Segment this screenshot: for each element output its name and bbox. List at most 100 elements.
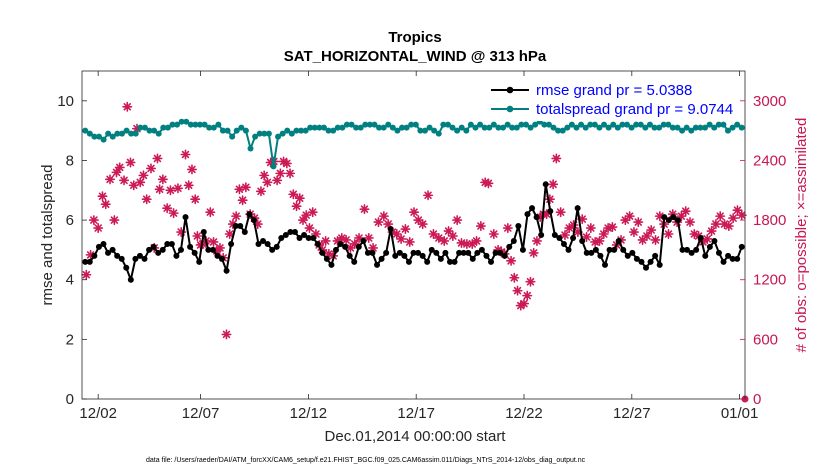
spread-point — [206, 124, 213, 131]
spread-point — [591, 121, 598, 128]
spread-point — [477, 121, 484, 128]
spread-point — [343, 121, 350, 128]
spread-point — [522, 121, 529, 128]
obs-marker — [262, 177, 273, 188]
spread-point — [339, 124, 346, 131]
spread-point — [261, 130, 268, 137]
spread-point — [247, 145, 254, 152]
spread-point — [734, 121, 741, 128]
obs-marker — [272, 175, 283, 186]
rmse-point — [191, 249, 198, 256]
y-tick-label: 0 — [66, 391, 74, 408]
spread-point — [279, 130, 286, 137]
obs-marker — [383, 219, 394, 230]
rmse-point — [592, 246, 599, 253]
obs-marker — [231, 211, 242, 222]
rmse-point — [187, 243, 194, 250]
rmse-point — [615, 237, 622, 244]
y-tick-label: 6 — [66, 212, 74, 229]
obs-marker — [259, 170, 270, 181]
obs-marker — [598, 229, 609, 240]
rmse-point — [601, 261, 608, 268]
rmse-point — [269, 246, 276, 253]
rmse-point — [223, 267, 230, 274]
rmse-point — [442, 249, 449, 256]
rmse-point — [296, 234, 303, 241]
rmse-point — [146, 246, 153, 253]
obs-marker — [488, 229, 499, 240]
spread-point — [463, 127, 470, 134]
obs-marker — [452, 215, 463, 226]
obs-marker — [301, 210, 312, 221]
obs-marker — [122, 101, 133, 112]
spread-point — [692, 124, 699, 131]
obs-marker — [307, 207, 318, 218]
spread-point — [458, 124, 465, 131]
obs-marker — [471, 235, 482, 246]
spread-point — [330, 127, 337, 134]
y-axis-label-right: # of obs: o=possible; ×=assimilated — [793, 118, 810, 353]
rmse-point — [123, 264, 130, 271]
obs-marker — [141, 194, 152, 205]
spread-point — [316, 124, 323, 131]
obs-marker — [439, 235, 450, 246]
rmse-point — [150, 243, 157, 250]
obs-marker — [417, 219, 428, 230]
rmse-point — [109, 246, 116, 253]
spread-point — [628, 124, 635, 131]
spread-point — [284, 127, 291, 134]
rmse-point — [684, 246, 691, 253]
rmse-point — [533, 214, 540, 221]
obs-marker — [594, 235, 605, 246]
obs-marker — [509, 272, 520, 283]
obs-marker — [710, 219, 721, 230]
spread-point — [293, 127, 300, 134]
obs-marker — [111, 167, 122, 178]
rmse-point — [342, 243, 349, 250]
rmse-point — [401, 252, 408, 259]
spread-point — [610, 121, 617, 128]
spread-point — [399, 124, 406, 131]
rmse-point — [228, 240, 235, 247]
obs-marker — [633, 217, 644, 228]
obs-marker — [559, 230, 570, 240]
spread-point — [298, 127, 305, 134]
obs-marker — [93, 223, 104, 234]
spread-point — [164, 124, 171, 131]
rmse-point — [364, 249, 371, 256]
obs-marker — [285, 168, 296, 179]
obs-marker — [373, 217, 384, 228]
y-right-tick-label: 600 — [753, 331, 778, 348]
rmse-point — [196, 258, 203, 265]
spread-point — [146, 127, 153, 134]
spread-point — [201, 121, 208, 128]
spread-point — [564, 124, 571, 131]
obs-marker — [506, 255, 517, 266]
obs-marker — [685, 217, 696, 228]
spread-point — [320, 124, 327, 131]
spread-point — [550, 124, 557, 131]
spread-point — [169, 121, 176, 128]
spread-point — [435, 130, 442, 137]
spread-point — [449, 124, 456, 131]
rmse-point — [679, 246, 686, 253]
rmse-point — [91, 252, 98, 259]
spread-point — [403, 124, 410, 131]
rmse-point — [360, 237, 367, 244]
rmse-point — [579, 237, 586, 244]
spread-point — [197, 121, 204, 128]
obs-marker — [221, 329, 232, 340]
spread-point — [325, 127, 332, 134]
rmse-point — [661, 214, 668, 221]
rmse-point — [405, 258, 412, 265]
spread-point — [490, 121, 497, 128]
rmse-point — [711, 237, 718, 244]
rmse-point — [469, 255, 476, 262]
spread-point — [394, 127, 401, 134]
rmse-point — [241, 229, 248, 236]
spread-point — [724, 127, 731, 134]
rmse-point — [305, 234, 312, 241]
spread-point — [114, 130, 121, 137]
spread-point — [174, 121, 181, 128]
rmse-point — [697, 234, 704, 241]
